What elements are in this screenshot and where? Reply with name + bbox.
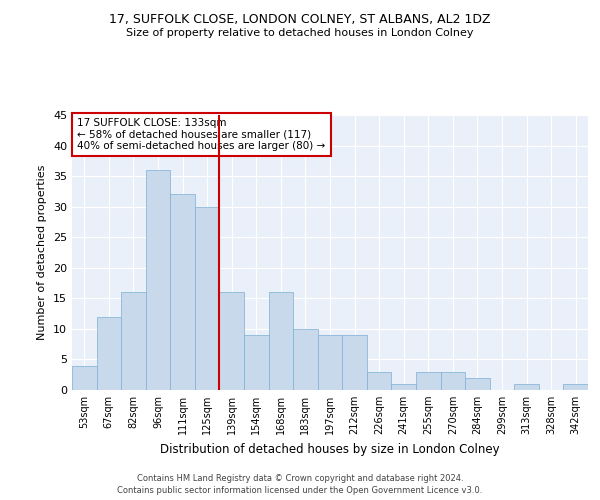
- Bar: [220, 292, 244, 390]
- Bar: [416, 372, 440, 390]
- Text: Size of property relative to detached houses in London Colney: Size of property relative to detached ho…: [126, 28, 474, 38]
- Bar: [465, 378, 490, 390]
- Bar: [146, 170, 170, 390]
- Bar: [514, 384, 539, 390]
- Bar: [170, 194, 195, 390]
- Text: 17 SUFFOLK CLOSE: 133sqm
← 58% of detached houses are smaller (117)
40% of semi-: 17 SUFFOLK CLOSE: 133sqm ← 58% of detach…: [77, 118, 325, 151]
- Bar: [318, 335, 342, 390]
- Bar: [97, 316, 121, 390]
- Bar: [244, 335, 269, 390]
- Bar: [195, 206, 220, 390]
- X-axis label: Distribution of detached houses by size in London Colney: Distribution of detached houses by size …: [160, 442, 500, 456]
- Text: Contains HM Land Registry data © Crown copyright and database right 2024.
Contai: Contains HM Land Registry data © Crown c…: [118, 474, 482, 495]
- Bar: [367, 372, 391, 390]
- Bar: [563, 384, 588, 390]
- Bar: [269, 292, 293, 390]
- Bar: [391, 384, 416, 390]
- Text: 17, SUFFOLK CLOSE, LONDON COLNEY, ST ALBANS, AL2 1DZ: 17, SUFFOLK CLOSE, LONDON COLNEY, ST ALB…: [109, 12, 491, 26]
- Bar: [121, 292, 146, 390]
- Bar: [440, 372, 465, 390]
- Y-axis label: Number of detached properties: Number of detached properties: [37, 165, 47, 340]
- Bar: [72, 366, 97, 390]
- Bar: [342, 335, 367, 390]
- Bar: [293, 329, 318, 390]
